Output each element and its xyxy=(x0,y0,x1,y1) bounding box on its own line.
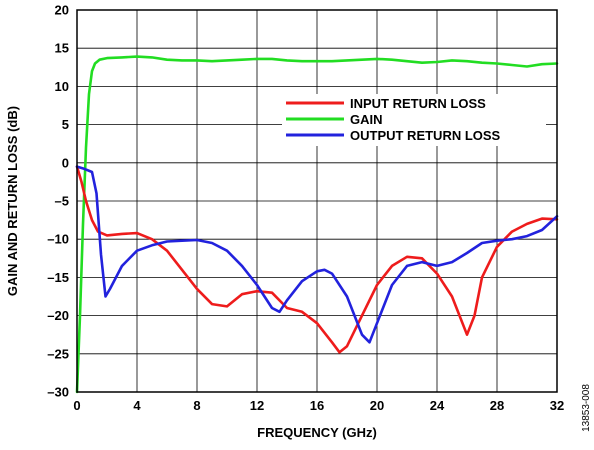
plot-frame xyxy=(76,9,558,393)
legend-label-output-return-loss: OUTPUT RETURN LOSS xyxy=(350,128,501,143)
x-axis-label: FREQUENCY (GHz) xyxy=(257,425,377,440)
y-tick-labels: –30 –25 –20 –15 –10 –5 0 5 10 15 20 xyxy=(47,3,69,400)
y-tick-label: 20 xyxy=(55,3,69,18)
y-tick-label: –5 xyxy=(55,194,69,209)
y-tick-label: –10 xyxy=(47,232,69,247)
series-lines xyxy=(75,55,559,394)
x-tick-label: 28 xyxy=(490,398,504,413)
x-tick-label: 8 xyxy=(193,398,200,413)
x-tick-labels: 0 4 8 12 16 20 24 28 32 xyxy=(73,398,564,413)
y-tick-label: 0 xyxy=(62,155,69,170)
y-tick-label: –20 xyxy=(47,308,69,323)
y-tick-label: 10 xyxy=(55,79,69,94)
series-line-input-return-loss xyxy=(75,165,559,354)
series-line-gain xyxy=(75,55,559,394)
legend: INPUT RETURN LOSS GAIN OUTPUT RETURN LOS… xyxy=(282,94,546,146)
legend-label-gain: GAIN xyxy=(350,112,383,127)
y-axis-label: GAIN AND RETURN LOSS (dB) xyxy=(5,106,20,296)
y-tick-label: –25 xyxy=(47,346,69,361)
x-tick-label: 16 xyxy=(310,398,324,413)
y-tick-label: 15 xyxy=(55,41,69,56)
y-tick-label: –30 xyxy=(47,385,69,400)
figure-id: 13853-008 xyxy=(581,384,592,432)
x-tick-label: 4 xyxy=(133,398,141,413)
x-tick-label: 0 xyxy=(73,398,80,413)
y-tick-label: –15 xyxy=(47,270,69,285)
x-tick-label: 20 xyxy=(370,398,384,413)
x-tick-label: 24 xyxy=(430,398,445,413)
x-tick-label: 32 xyxy=(550,398,564,413)
series-line-output-return-loss xyxy=(75,165,559,344)
legend-label-input-return-loss: INPUT RETURN LOSS xyxy=(350,96,486,111)
y-tick-label: 5 xyxy=(62,117,69,132)
x-tick-label: 12 xyxy=(250,398,264,413)
